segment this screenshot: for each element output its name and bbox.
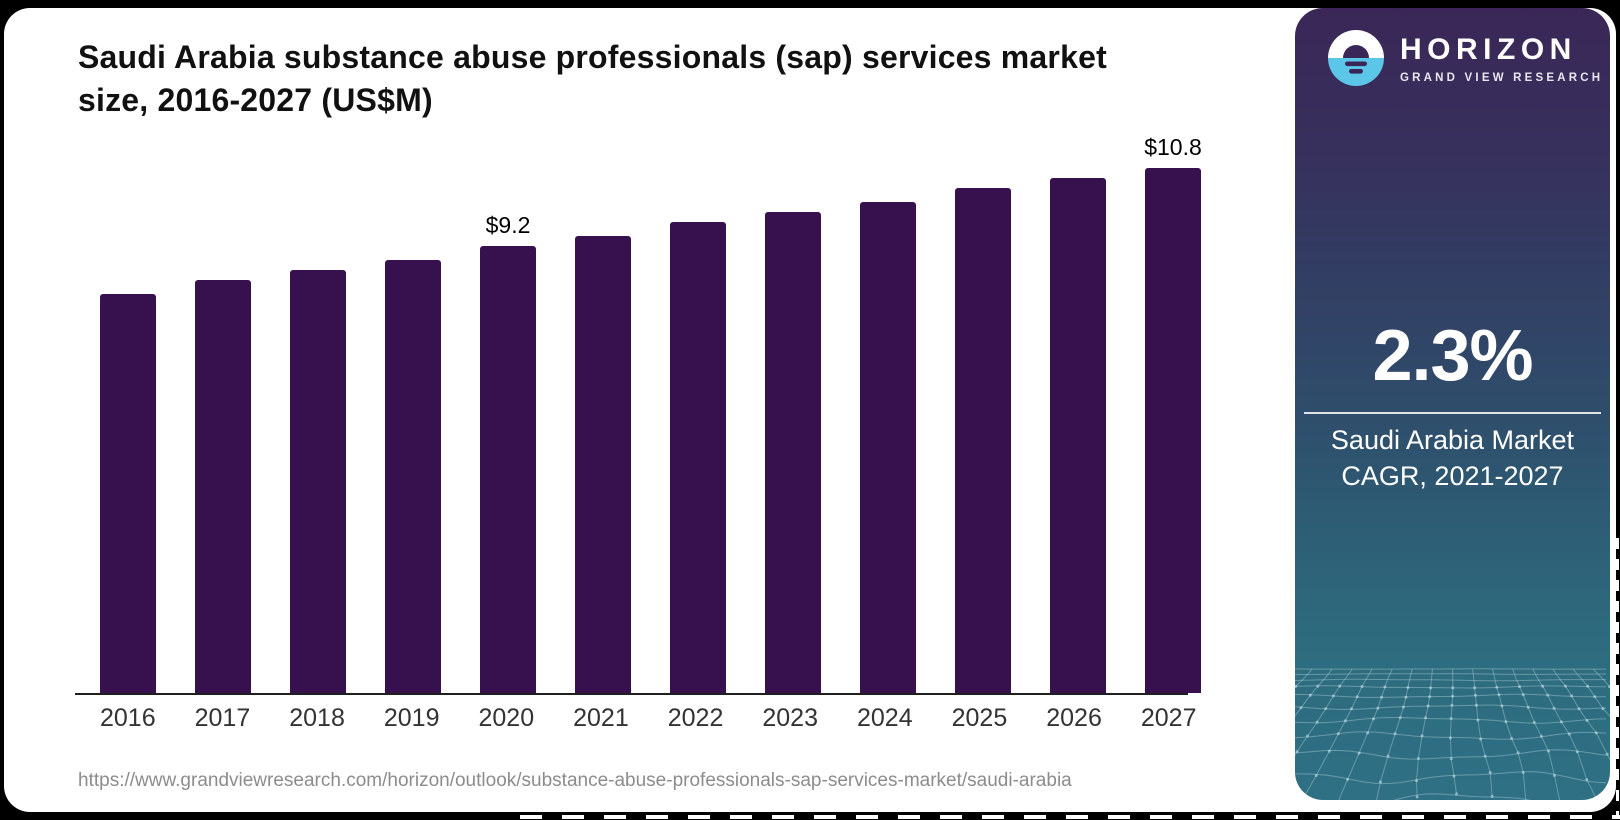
bar-column-2026 (1050, 178, 1106, 693)
bar-2023 (765, 212, 821, 693)
bar-2017 (195, 280, 251, 693)
cagr-value: 2.3% (1372, 316, 1533, 396)
bar-column-2025 (955, 188, 1011, 693)
bar-2022 (670, 222, 726, 693)
cagr-caption-line2: CAGR, 2021-2027 (1341, 461, 1564, 491)
bar-column-2020: $9.2 (480, 212, 536, 693)
x-tick-label-2023: 2023 (762, 704, 818, 732)
chart-title: Saudi Arabia substance abuse professiona… (78, 39, 1107, 118)
bar-2027 (1145, 168, 1201, 693)
bar-column-2024 (860, 202, 916, 693)
bottom-edge-dashes (500, 815, 1620, 819)
brand-panel: HORIZON GRAND VIEW RESEARCH 2.3% Saudi A… (1295, 8, 1610, 800)
bar-column-2019 (385, 260, 441, 693)
bar-column-2023 (765, 212, 821, 693)
x-axis-line (75, 693, 1188, 695)
plot-area: $9.2 $10.8 (75, 133, 1202, 693)
bar-column-2027: $10.8 (1144, 134, 1202, 693)
brand-name: HORIZON (1400, 32, 1577, 66)
bar-chart: $9.2 $10.8 2016 2017 2018 2019 2020 2021 2022 20… (75, 133, 1202, 733)
x-axis-labels: 2016 2017 2018 2019 2020 2021 2022 2023 2024 2025… (75, 704, 1197, 733)
brand-subtitle: GRAND VIEW RESEARCH (1400, 71, 1604, 84)
wireframe-mesh-decoration (1295, 668, 1610, 800)
x-tick-label-2027: 2027 (1140, 704, 1197, 732)
bar-column-2017 (195, 280, 251, 693)
x-tick-label-2020: 2020 (478, 704, 535, 732)
x-tick-label-2025: 2025 (951, 704, 1008, 732)
x-tick-label-2026: 2026 (1046, 704, 1102, 732)
bar-2020 (480, 246, 536, 693)
horizon-logo: HORIZON GRAND VIEW RESEARCH (1328, 30, 1603, 86)
bar-2018 (290, 270, 346, 693)
bar-column-2021 (575, 236, 631, 693)
cagr-caption: Saudi Arabia Market CAGR, 2021-2027 (1295, 422, 1610, 494)
x-tick-label-2017: 2017 (194, 704, 251, 732)
bar-column-2022 (670, 222, 726, 693)
right-edge-dashes (1616, 528, 1619, 816)
x-tick-label-2016: 2016 (100, 704, 156, 732)
bar-2016 (100, 294, 156, 693)
bar-2024 (860, 202, 916, 693)
bar-2019 (385, 260, 441, 693)
x-tick-label-2019: 2019 (383, 704, 440, 732)
bar-2021 (575, 236, 631, 693)
bar-2026 (1050, 178, 1106, 693)
bar-column-2016 (100, 294, 156, 693)
x-tick-label-2021: 2021 (573, 704, 629, 732)
x-tick-label-2018: 2018 (289, 704, 345, 732)
bar-column-2018 (290, 270, 346, 693)
x-tick-label-2022: 2022 (667, 704, 724, 732)
horizon-sun-icon (1328, 30, 1384, 86)
cagr-caption-line1: Saudi Arabia Market (1330, 425, 1575, 455)
bar-value-label: $10.8 (1144, 134, 1202, 160)
logo-text: HORIZON GRAND VIEW RESEARCH (1400, 33, 1603, 84)
bar-value-label: $9.2 (485, 212, 531, 238)
source-url: https://www.grandviewresearch.com/horizo… (78, 770, 1072, 791)
bar-2025 (955, 188, 1011, 693)
chart-card: Saudi Arabia substance abuse professiona… (4, 8, 1616, 812)
x-tick-label-2024: 2024 (857, 704, 913, 732)
stat-divider (1304, 412, 1601, 414)
